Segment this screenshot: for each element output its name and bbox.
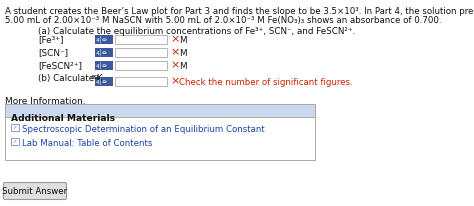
Text: 4│✏: 4│✏: [96, 49, 108, 56]
Text: ×: ×: [170, 60, 179, 70]
Text: [SCN⁻]: [SCN⁻]: [38, 48, 68, 57]
Bar: [95, 61, 113, 70]
Text: Check the number of significant figures.: Check the number of significant figures.: [179, 78, 353, 87]
Text: Submit Answer: Submit Answer: [2, 186, 68, 195]
Text: [Fe³⁺]: [Fe³⁺]: [38, 35, 64, 44]
Text: eq: eq: [91, 74, 100, 80]
Bar: [115, 48, 167, 57]
Bar: [115, 77, 167, 86]
Text: (a) Calculate the equilibrium concentrations of Fe³⁺, SCN⁻, and FeSCN²⁺.: (a) Calculate the equilibrium concentrat…: [38, 27, 355, 36]
Bar: [95, 77, 113, 86]
Text: ×: ×: [170, 47, 179, 57]
FancyBboxPatch shape: [3, 183, 66, 199]
Text: 5.00 mL of 2.00×10⁻³ M NaSCN with 5.00 mL of 2.0×10⁻³ M Fe(NO₃)₃ shows an absorb: 5.00 mL of 2.00×10⁻³ M NaSCN with 5.00 m…: [5, 16, 441, 25]
Text: M: M: [179, 62, 186, 71]
Text: Spectroscopic Determination of an Equilibrium Constant: Spectroscopic Determination of an Equili…: [22, 125, 265, 134]
Bar: [115, 61, 167, 70]
Bar: [5, 104, 315, 160]
Text: M: M: [179, 49, 186, 58]
Text: A student creates the Beer’s Law plot for Part 3 and finds the slope to be 3.5×1: A student creates the Beer’s Law plot fo…: [5, 7, 474, 16]
Bar: [95, 48, 113, 57]
Text: ×: ×: [170, 76, 179, 86]
Text: [FeSCN²⁺]: [FeSCN²⁺]: [38, 61, 82, 70]
Bar: [11, 124, 19, 131]
Text: 4│✏: 4│✏: [96, 36, 108, 43]
Text: More Information.: More Information.: [5, 97, 86, 106]
Text: M: M: [179, 36, 186, 45]
Text: ×: ×: [170, 34, 179, 44]
Bar: [5, 104, 315, 117]
Text: 4│✏: 4│✏: [96, 78, 108, 85]
Text: Additional Materials: Additional Materials: [11, 114, 115, 123]
Text: ✓: ✓: [12, 139, 17, 144]
Bar: [115, 35, 167, 44]
Text: (b) Calculate K: (b) Calculate K: [38, 74, 103, 83]
Bar: [95, 35, 113, 44]
Bar: [11, 138, 19, 145]
Text: Lab Manual: Table of Contents: Lab Manual: Table of Contents: [22, 139, 152, 148]
Text: ✓: ✓: [12, 125, 17, 130]
Text: 4│✏: 4│✏: [96, 62, 108, 69]
